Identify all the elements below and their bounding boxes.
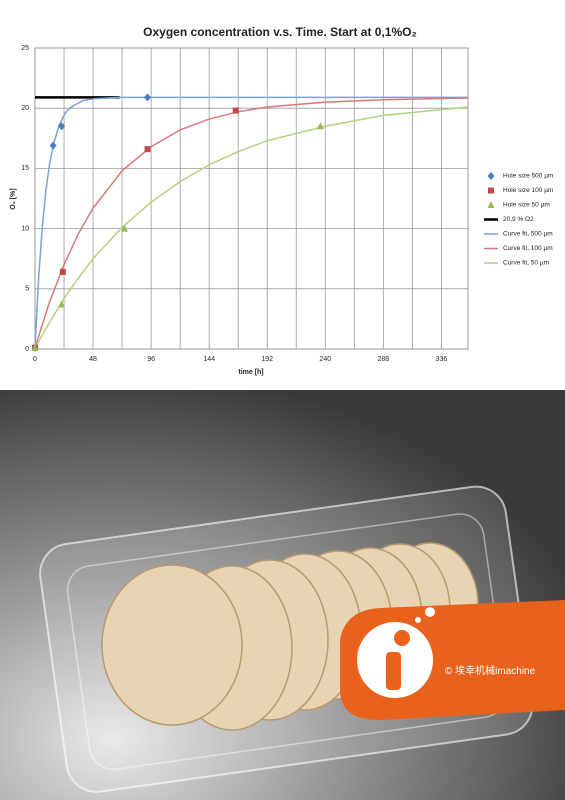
logo-bubble bbox=[415, 617, 421, 623]
x-tick-label: 336 bbox=[436, 356, 448, 363]
legend-label: Curve fit, 100 µm bbox=[503, 245, 553, 252]
x-tick-label: 48 bbox=[89, 356, 97, 363]
x-tick-label: 144 bbox=[203, 356, 215, 363]
logo-i bbox=[386, 652, 401, 690]
y-tick-label: 25 bbox=[21, 45, 29, 52]
x-tick-label: 96 bbox=[147, 356, 155, 363]
legend-label: Curve fit, 500 µm bbox=[503, 231, 553, 238]
chart: Oxygen concentration v.s. Time. Start at… bbox=[10, 25, 554, 376]
logo-dot bbox=[394, 630, 410, 646]
marker bbox=[49, 141, 57, 150]
y-tick-label: 5 bbox=[25, 286, 29, 293]
legend-label: Hole size 50 µm bbox=[503, 202, 550, 209]
y-axis-label: O₂ [%] bbox=[10, 188, 17, 209]
chart-title: Oxygen concentration v.s. Time. Start at… bbox=[143, 25, 417, 39]
logo-bubble bbox=[425, 607, 435, 617]
series-line bbox=[34, 106, 469, 349]
legend-label: Curve fit, 50 µm bbox=[503, 260, 549, 267]
product-photo bbox=[0, 390, 565, 800]
marker bbox=[31, 343, 39, 351]
y-tick-label: 10 bbox=[21, 225, 29, 232]
series-line bbox=[34, 97, 469, 349]
x-tick-label: 192 bbox=[261, 356, 273, 363]
x-tick-label: 240 bbox=[319, 356, 331, 363]
marker bbox=[316, 122, 324, 130]
x-axis-label: time [h] bbox=[238, 369, 263, 376]
marker bbox=[487, 172, 495, 180]
marker bbox=[487, 201, 495, 208]
marker bbox=[488, 187, 494, 194]
y-tick-label: 20 bbox=[21, 105, 29, 112]
marker bbox=[144, 146, 151, 153]
marker bbox=[232, 107, 239, 114]
marker bbox=[143, 93, 151, 102]
legend-label: Hole size 500 µm bbox=[503, 173, 553, 180]
legend-label: 20,9 % O2 bbox=[503, 216, 534, 223]
x-tick-label: 0 bbox=[33, 356, 37, 363]
legend-label: Hole size 100 µm bbox=[503, 187, 553, 194]
watermark: © 埃幸机械imachine bbox=[445, 666, 536, 677]
marker bbox=[58, 122, 66, 131]
y-tick-label: 0 bbox=[25, 346, 29, 353]
y-tick-label: 15 bbox=[21, 165, 29, 172]
marker bbox=[58, 300, 66, 308]
marker bbox=[121, 224, 129, 232]
marker bbox=[59, 268, 66, 275]
x-tick-label: 288 bbox=[377, 356, 389, 363]
